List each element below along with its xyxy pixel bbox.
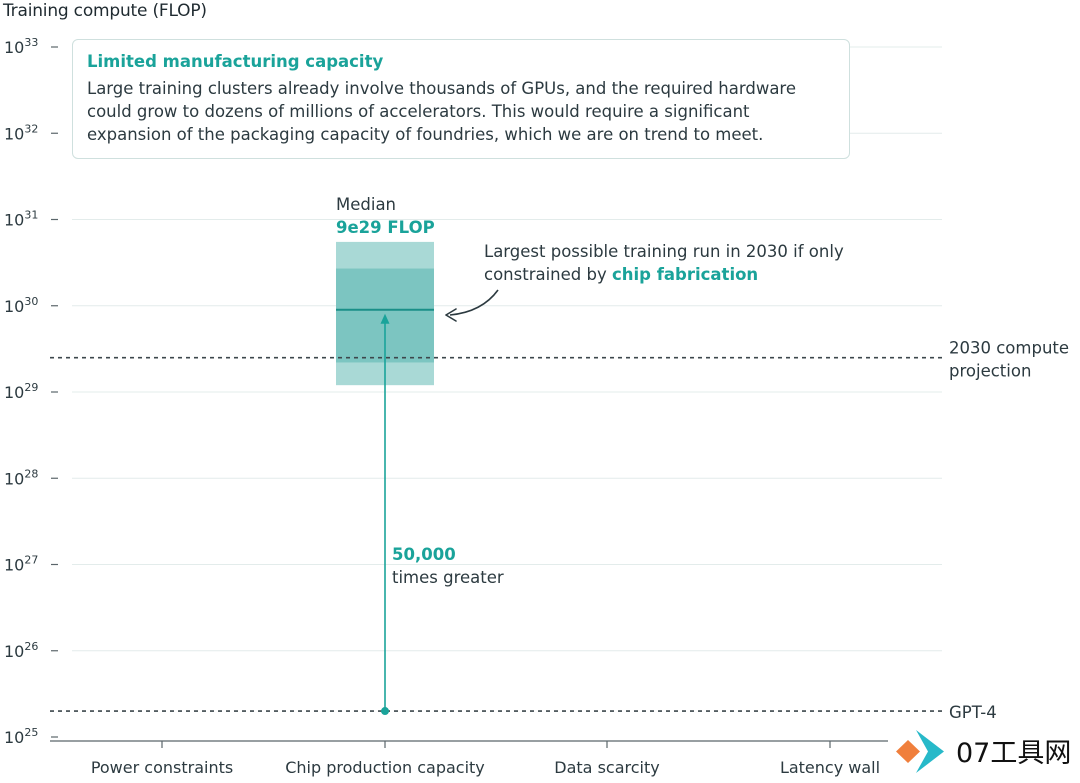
- annotation-text-main: Largest possible training run in 2030 if…: [484, 242, 844, 284]
- reference-lines: [50, 356, 942, 712]
- ratio-annotation: 50,000 times greater: [392, 543, 504, 589]
- watermark: [888, 720, 1080, 783]
- x-axis: Power constraints Chip production capacit…: [50, 740, 942, 777]
- x-tick-label: Power constraints: [91, 758, 233, 777]
- y-ticks: 1033 1032 1031 1030 1029 1028 1027 1026 1025: [4, 36, 58, 747]
- y-axis-title: Training compute (FLOP): [3, 1, 207, 21]
- arrowhead-icon: [445, 308, 457, 322]
- callout-box: Limited manufacturing capacity Large tra…: [72, 39, 850, 159]
- x-tick-label: Data scarcity: [554, 758, 659, 777]
- callout-body: Large training clusters already involve …: [87, 79, 797, 144]
- ratio-arrow-origin-dot: [381, 707, 389, 716]
- ratio-text: times greater: [392, 568, 504, 587]
- y-tick-label: 1028: [4, 467, 38, 488]
- y-tick-label: 1029: [4, 381, 38, 402]
- curved-arrow-icon: [449, 289, 499, 316]
- annotation-highlight: chip fabrication: [611, 265, 759, 284]
- y-tick-label: 1032: [4, 122, 38, 143]
- ratio-arrow: [380, 313, 390, 716]
- ratio-value: 50,000: [392, 545, 456, 564]
- reference-label: projection: [949, 362, 1031, 381]
- watermark-logo-icon: [896, 730, 944, 773]
- x-tick-label: Latency wall: [780, 758, 880, 777]
- y-tick-label: 1025: [4, 726, 38, 747]
- reference-label: 2030 compute: [949, 339, 1069, 358]
- median-label: Median: [336, 195, 396, 214]
- median-value-label: 9e29 FLOP: [336, 218, 435, 237]
- ratio-arrowhead-icon: [380, 313, 390, 324]
- median-labels: Median 9e29 FLOP: [336, 195, 435, 237]
- annotation-text: Largest possible training run in 2030 if…: [484, 240, 844, 286]
- y-tick-label: 1026: [4, 640, 38, 661]
- y-tick-label: 1027: [4, 554, 38, 575]
- reference-labels: 2030 compute projection GPT-4: [949, 339, 1069, 722]
- y-tick-label: 1033: [4, 36, 38, 57]
- x-tick-label: Chip production capacity: [285, 758, 485, 777]
- callout-title: Limited manufacturing capacity: [87, 52, 384, 71]
- y-tick-label: 1031: [4, 209, 38, 230]
- watermark-text: 07工具网: [956, 738, 1072, 769]
- annotation-arrow: [445, 289, 499, 322]
- reference-label: GPT-4: [949, 703, 997, 722]
- y-tick-label: 1030: [4, 295, 38, 316]
